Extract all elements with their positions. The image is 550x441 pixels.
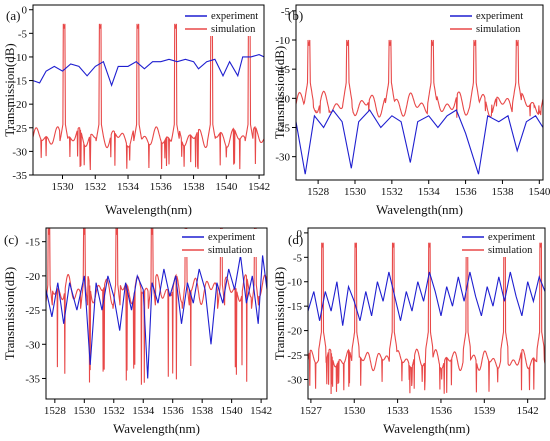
panel-label: (d) <box>288 232 303 247</box>
x-axis-title: Wavelength(nm) <box>113 421 200 436</box>
y-tick-label: -30 <box>287 374 302 386</box>
y-tick-label: -25 <box>12 123 27 135</box>
y-tick-label: -5 <box>18 28 28 40</box>
x-tick-label: 1534 <box>418 186 441 198</box>
experiment-line <box>308 271 545 326</box>
legend-experiment-label: experiment <box>211 11 258 22</box>
x-tick-label: 1536 <box>430 405 453 417</box>
legend-simulation-label: simulation <box>476 24 521 35</box>
y-axis-title: Transmission(dB) <box>2 267 17 360</box>
y-tick-label: -25 <box>275 123 290 135</box>
legend-simulation-label: simulation <box>211 24 256 35</box>
x-tick-label: 1542 <box>250 405 272 417</box>
y-tick-label: 0 <box>297 228 303 240</box>
panel-label: (c) <box>4 232 18 247</box>
y-tick-label: -10 <box>287 277 302 289</box>
x-tick-label: 1530 <box>344 186 367 198</box>
y-tick-label: -20 <box>25 271 40 283</box>
simulation-line <box>308 242 545 395</box>
x-axis-title: Wavelength(nm) <box>383 421 470 436</box>
legend-experiment-label: experiment <box>488 232 535 243</box>
y-tick-label: -30 <box>275 152 290 164</box>
y-tick-label: -20 <box>12 99 27 111</box>
simulation-line <box>33 23 264 171</box>
legend-experiment-label: experiment <box>208 232 255 243</box>
panel-1: 1530 1532 1534 1536 1538 1540 1542 -35 -30 -25 -20… <box>2 4 270 217</box>
legend-simulation-label: simulation <box>208 245 253 256</box>
legend-simulation-label: simulation <box>488 245 533 256</box>
x-tick-label: 1536 <box>162 405 185 417</box>
x-tick-label: 1528 <box>44 405 67 417</box>
plot-frame <box>32 4 265 176</box>
y-tick-label: -35 <box>25 373 40 385</box>
x-tick-label: 1534 <box>132 405 155 417</box>
x-tick-label: 1528 <box>307 186 330 198</box>
plot-frame <box>307 227 546 400</box>
y-tick-label: -15 <box>25 237 40 249</box>
y-tick-label: -5 <box>281 6 291 18</box>
x-tick-label: 1540 <box>221 405 244 417</box>
x-tick-label: 1534 <box>117 181 140 193</box>
legend-box <box>183 8 261 36</box>
panel-label: (a) <box>6 8 20 23</box>
y-tick-label: -30 <box>25 339 40 351</box>
x-tick-label: 1538 <box>183 181 206 193</box>
y-tick-label: -35 <box>12 170 27 182</box>
y-tick-label: -15 <box>287 301 302 313</box>
panel-label: (b) <box>288 8 303 23</box>
x-tick-label: 1532 <box>381 186 403 198</box>
x-tick-label: 1530 <box>73 405 96 417</box>
panel-3: 1528 1530 1532 1534 1536 1538 1540 1542 -35 -30 -2… <box>2 227 272 436</box>
plot-frame <box>295 4 544 181</box>
y-tick-label: -25 <box>25 305 40 317</box>
y-tick-label: -10 <box>12 52 27 64</box>
simulation-line <box>46 228 267 385</box>
plot-frame <box>45 227 268 400</box>
x-tick-label: 1536 <box>150 181 173 193</box>
y-tick-label: 0 <box>22 5 28 17</box>
y-axis-title: Transmission(dB) <box>272 267 287 360</box>
x-axis-title: Wavelength(nm) <box>376 202 463 217</box>
x-tick-label: 1542 <box>517 405 539 417</box>
legend-box <box>448 8 526 36</box>
y-tick-label: -20 <box>275 93 290 105</box>
x-tick-label: 1540 <box>528 186 550 198</box>
x-tick-label: 1530 <box>51 181 74 193</box>
y-tick-label: -5 <box>293 252 303 264</box>
x-axis-title: Wavelength(nm) <box>105 202 192 217</box>
x-tick-label: 1533 <box>387 405 410 417</box>
simulation-line <box>296 39 543 118</box>
y-axis-title: Transmission(dB) <box>272 46 287 139</box>
x-tick-label: 1532 <box>103 405 125 417</box>
y-tick-label: -20 <box>287 326 302 338</box>
panel-2: 1528 1530 1532 1534 1536 1538 1540 -30 -25 -20 -15… <box>272 4 550 217</box>
x-tick-label: 1542 <box>248 181 270 193</box>
x-tick-label: 1527 <box>300 405 323 417</box>
x-tick-label: 1539 <box>473 405 496 417</box>
legend-box <box>180 229 258 257</box>
experiment-line <box>296 108 543 175</box>
y-tick-label: -15 <box>275 64 290 76</box>
x-tick-label: 1538 <box>491 186 514 198</box>
y-tick-label: -25 <box>287 350 302 362</box>
experiment-line <box>33 54 264 87</box>
panel-4: 1527 1530 1533 1536 1539 1542 -30 -25 -20 -15 -10 -… <box>272 227 546 436</box>
x-tick-label: 1538 <box>191 405 214 417</box>
x-tick-label: 1530 <box>343 405 366 417</box>
y-tick-label: -10 <box>275 35 290 47</box>
legend-box <box>460 229 538 257</box>
y-tick-label: -30 <box>12 146 27 158</box>
legend-experiment-label: experiment <box>476 11 523 22</box>
y-tick-label: -15 <box>12 76 27 88</box>
experiment-line <box>46 255 267 379</box>
x-tick-label: 1540 <box>215 181 238 193</box>
x-tick-label: 1536 <box>455 186 478 198</box>
y-axis-title: Transmission(dB) <box>2 43 17 136</box>
x-tick-label: 1532 <box>84 181 106 193</box>
